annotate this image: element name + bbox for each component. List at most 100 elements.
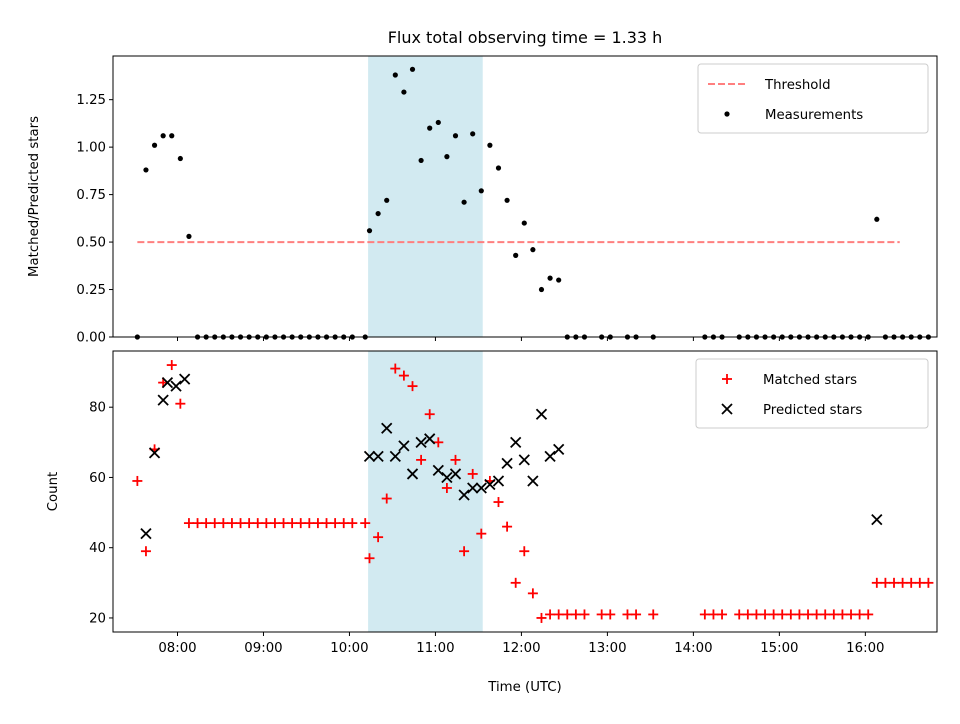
predicted-star-marker bbox=[492, 475, 505, 487]
matched-star-marker bbox=[493, 497, 504, 508]
matched-star-marker bbox=[244, 518, 255, 529]
matched-star-marker bbox=[777, 609, 788, 620]
matched-star-marker bbox=[923, 577, 934, 588]
predicted-star-marker bbox=[510, 436, 522, 448]
y-tick-label: 0.25 bbox=[76, 283, 106, 298]
matched-star-marker bbox=[261, 518, 272, 529]
matched-star-marker bbox=[914, 577, 925, 588]
matched-star-marker bbox=[347, 518, 358, 529]
x-tick-label: 15:00 bbox=[760, 641, 798, 656]
shaded-interval bbox=[368, 351, 483, 632]
measurement-point bbox=[495, 165, 502, 171]
bottom-panel: 20 40 60 80 08:00 09:00 10:00 11:00 12:00 13:00 14… bbox=[89, 350, 938, 656]
matched-star-marker bbox=[450, 454, 461, 465]
matched-star-marker bbox=[880, 577, 891, 588]
matched-star-marker bbox=[132, 475, 143, 486]
measurement-point bbox=[143, 167, 149, 173]
matched-star-marker bbox=[622, 609, 633, 620]
matched-star-marker bbox=[330, 518, 341, 529]
matched-star-marker bbox=[854, 609, 865, 620]
matched-star-marker bbox=[570, 609, 581, 620]
x-tick-label: 16:00 bbox=[846, 641, 884, 656]
matched-star-marker bbox=[863, 609, 874, 620]
matched-star-marker bbox=[811, 609, 822, 620]
predicted-star-marker bbox=[372, 450, 384, 463]
measurement-point bbox=[160, 133, 166, 139]
measurement-point bbox=[470, 131, 476, 137]
predicted-star-marker bbox=[157, 394, 169, 406]
measurement-point bbox=[409, 66, 416, 72]
matched-star-marker bbox=[218, 518, 229, 529]
predicted-star-marker bbox=[484, 478, 496, 491]
measurement-point bbox=[547, 275, 553, 281]
measurement-point bbox=[487, 142, 493, 148]
predicted-star-marker bbox=[389, 450, 401, 463]
matched-star-marker bbox=[312, 518, 323, 529]
legend-measurement-swatch bbox=[724, 111, 730, 117]
matched-star-marker bbox=[502, 521, 513, 532]
matched-star-marker bbox=[467, 468, 478, 479]
predicted-star-marker bbox=[170, 380, 182, 392]
predicted-star-marker bbox=[475, 482, 487, 494]
matched-star-marker bbox=[734, 609, 745, 620]
matched-star-marker bbox=[828, 609, 839, 620]
y-tick-label: 0.50 bbox=[76, 236, 106, 251]
predicted-star-marker bbox=[449, 468, 462, 480]
x-b bbox=[527, 475, 539, 487]
top-axes-frame bbox=[112, 55, 938, 338]
x-b bbox=[871, 513, 883, 526]
matched-star-marker bbox=[295, 518, 306, 529]
predicted-star-marker bbox=[544, 450, 556, 463]
matched-star-marker bbox=[175, 398, 186, 409]
matched-star-marker bbox=[717, 609, 728, 620]
matched-star-marker bbox=[321, 518, 332, 529]
matched-star-marker bbox=[527, 588, 538, 599]
predicted-star-marker bbox=[871, 513, 883, 526]
predicted-star-marker bbox=[148, 447, 161, 459]
y-tick-label: 40 bbox=[89, 541, 106, 556]
measurement-point bbox=[538, 286, 545, 293]
measurement-point bbox=[478, 188, 484, 194]
measurement-point bbox=[401, 89, 407, 95]
legend-matched-label: Matched stars bbox=[763, 373, 857, 388]
y-tick-label: 0.75 bbox=[76, 188, 106, 203]
predicted-star-marker bbox=[424, 433, 436, 445]
measurement-point bbox=[375, 210, 381, 217]
matched-star-marker bbox=[536, 612, 547, 623]
x-b bbox=[406, 468, 419, 480]
predicted-star-marker bbox=[406, 468, 419, 480]
matched-star-marker bbox=[416, 454, 427, 465]
top-legend: Threshold Measurements bbox=[697, 63, 929, 134]
matched-star-marker bbox=[785, 609, 796, 620]
x-axis-label: Time (UTC) bbox=[487, 680, 562, 695]
x-b bbox=[467, 482, 479, 494]
matched-star-marker bbox=[846, 609, 857, 620]
x-tick-label: 09:00 bbox=[244, 641, 282, 656]
y-tick-label: 0.00 bbox=[76, 331, 106, 346]
matched-star-marker bbox=[476, 528, 487, 539]
measurement-point bbox=[874, 216, 880, 222]
matched-star-marker bbox=[631, 609, 642, 620]
x-tick-label: 10:00 bbox=[330, 641, 368, 656]
matched-star-marker bbox=[373, 532, 384, 543]
matched-star-marker bbox=[338, 518, 349, 529]
x-b bbox=[441, 471, 453, 484]
measurement-point bbox=[556, 277, 562, 283]
y-tick-label: 20 bbox=[89, 611, 106, 626]
matched-star-marker bbox=[209, 518, 220, 529]
x-tick-label: 12:00 bbox=[502, 641, 540, 656]
top-y-axis-label: Matched/Predicted stars bbox=[27, 116, 42, 277]
predicted-star-marker bbox=[553, 443, 565, 455]
y-tick-label: 60 bbox=[89, 471, 106, 486]
predicted-star-marker bbox=[432, 464, 444, 477]
predicted-star-marker bbox=[161, 376, 174, 389]
legend-frame bbox=[695, 358, 929, 429]
matched-star-marker bbox=[269, 518, 280, 529]
x-b bbox=[544, 450, 556, 463]
matched-star-marker bbox=[398, 370, 409, 381]
measurement-point bbox=[151, 142, 158, 148]
x-tick-label: 08:00 bbox=[158, 641, 196, 656]
predicted-star-marker bbox=[501, 457, 513, 470]
y-tick-label: 1.25 bbox=[76, 93, 106, 108]
matched-star-marker bbox=[596, 609, 607, 620]
